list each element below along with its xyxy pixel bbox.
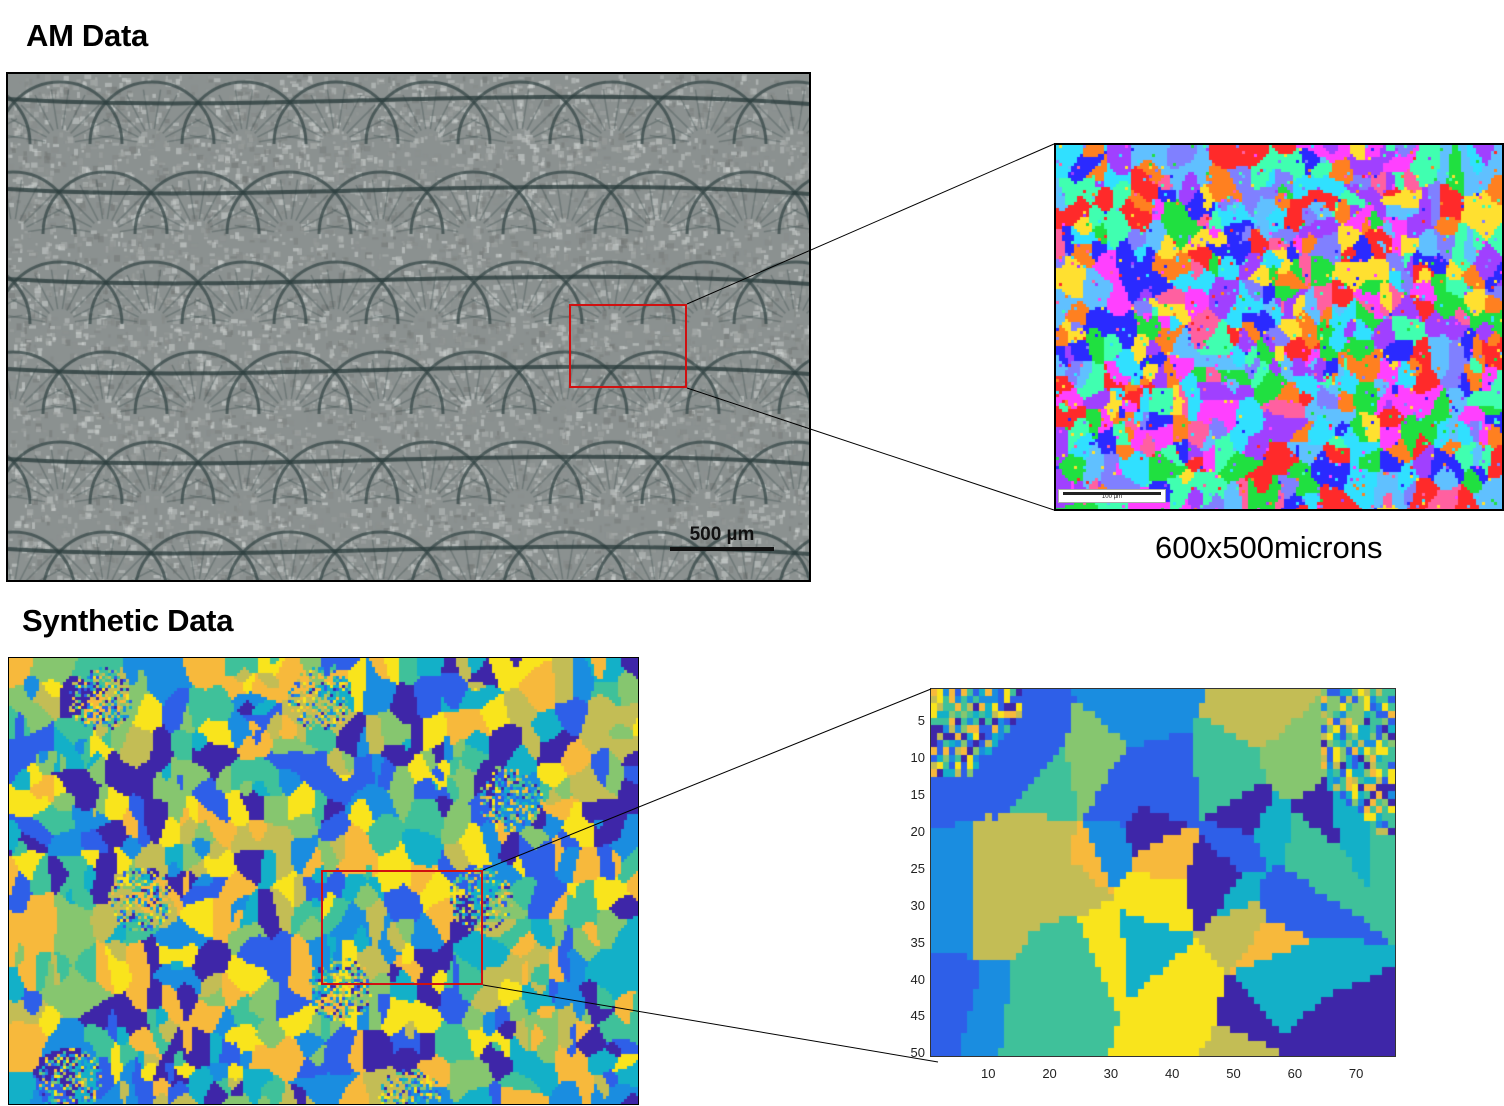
x-tick-label: 40 (1164, 1066, 1180, 1081)
y-tick-label: 50 (910, 1045, 925, 1061)
am-micrograph (6, 72, 811, 582)
y-tick-label: 5 (917, 713, 925, 729)
y-tick-label: 45 (910, 1008, 925, 1024)
am-data-heading: AM Data (26, 18, 148, 53)
ebsd-caption: 600x500microns (1155, 530, 1383, 565)
y-tick-label: 20 (910, 823, 925, 839)
y-tick-label: 30 (910, 897, 925, 913)
y-tick-label: 15 (910, 787, 925, 802)
ebsd-inset-map (1054, 143, 1504, 511)
synthetic-data-heading: Synthetic Data (22, 603, 234, 638)
x-tick-label: 50 (1226, 1066, 1241, 1081)
x-tick-label: 70 (1348, 1066, 1364, 1081)
am-highlight-box (569, 304, 687, 388)
x-tick-label: 30 (1103, 1066, 1119, 1081)
ebsd-scale-bar: 100 µm (1058, 489, 1166, 503)
x-tick-label: 10 (981, 1066, 996, 1081)
am-scale-bar: 500 µm (670, 524, 774, 551)
synthetic-zoom-plot (930, 688, 1396, 1057)
y-tick-label: 25 (910, 860, 925, 876)
y-tick-label: 40 (910, 971, 925, 987)
x-tick-label: 60 (1287, 1066, 1303, 1081)
synthetic-highlight-box (321, 870, 483, 985)
am-scale-bar-label: 500 µm (689, 524, 755, 545)
x-tick-label: 20 (1042, 1066, 1057, 1081)
ebsd-scale-bar-label: 100 µm (1101, 494, 1123, 500)
y-tick-label: 35 (910, 934, 925, 950)
y-tick-label: 10 (910, 750, 925, 766)
